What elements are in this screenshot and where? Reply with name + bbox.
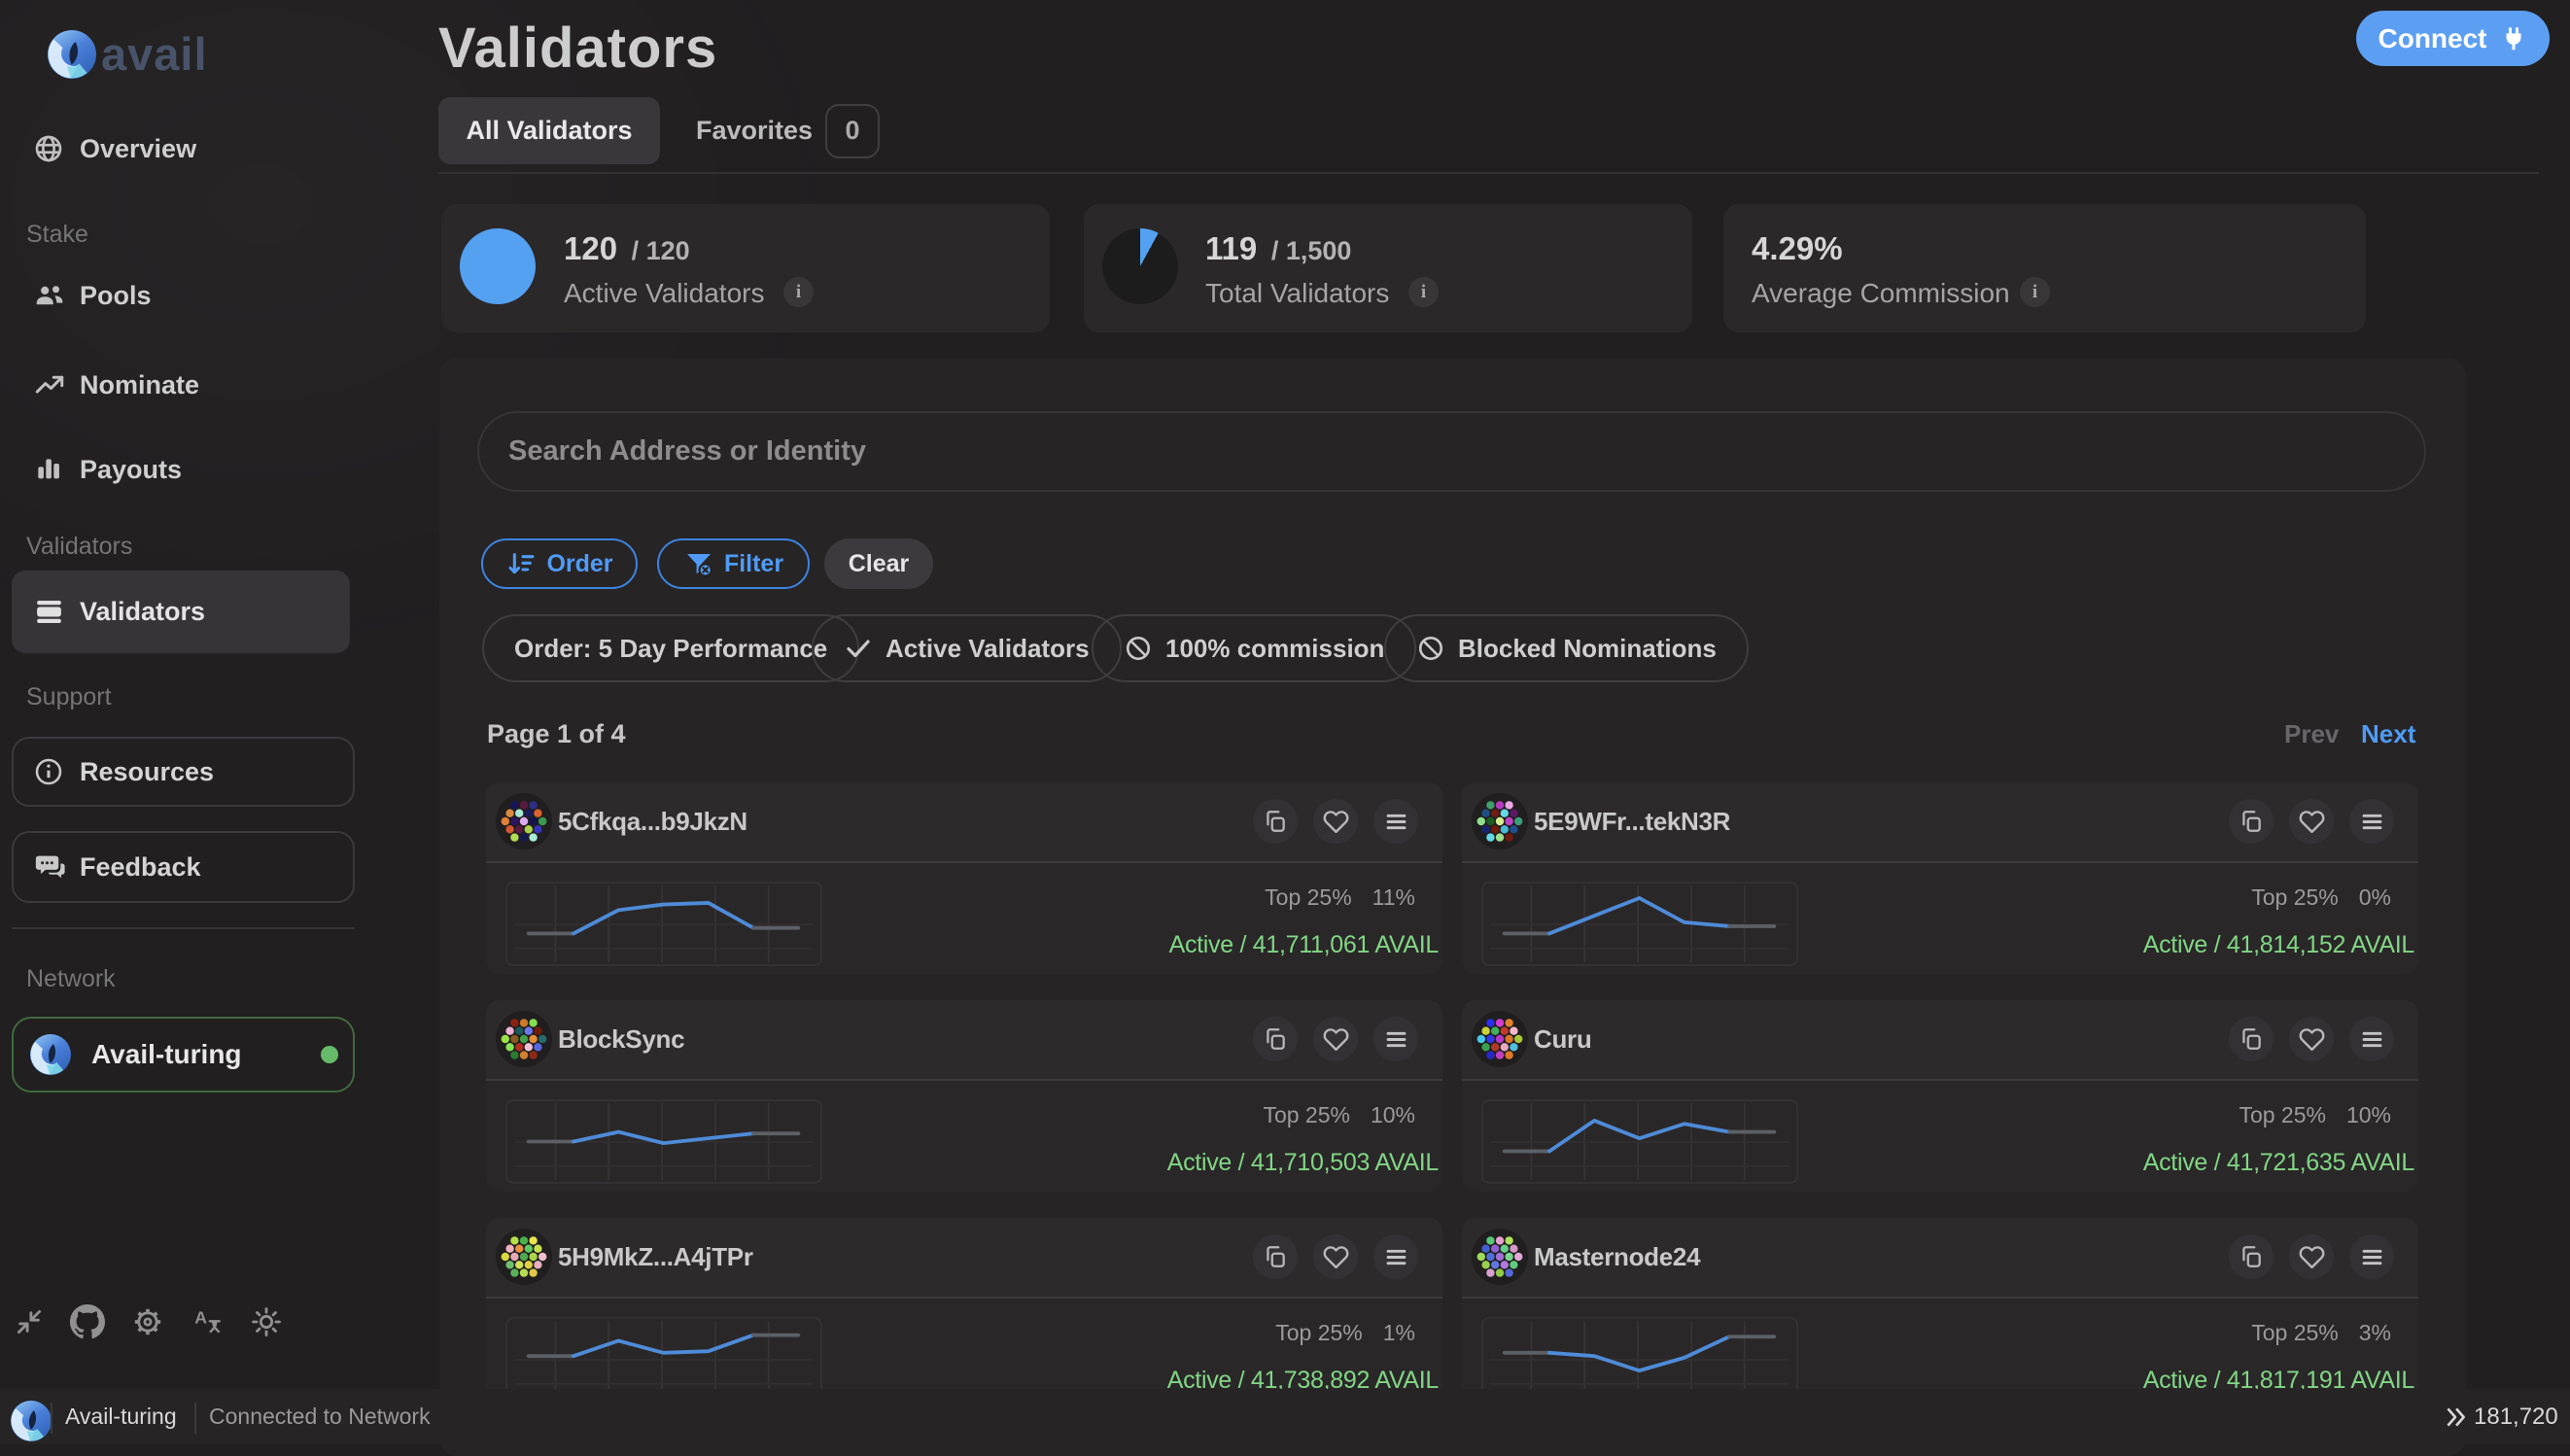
svg-text:A: A [194,1307,207,1327]
